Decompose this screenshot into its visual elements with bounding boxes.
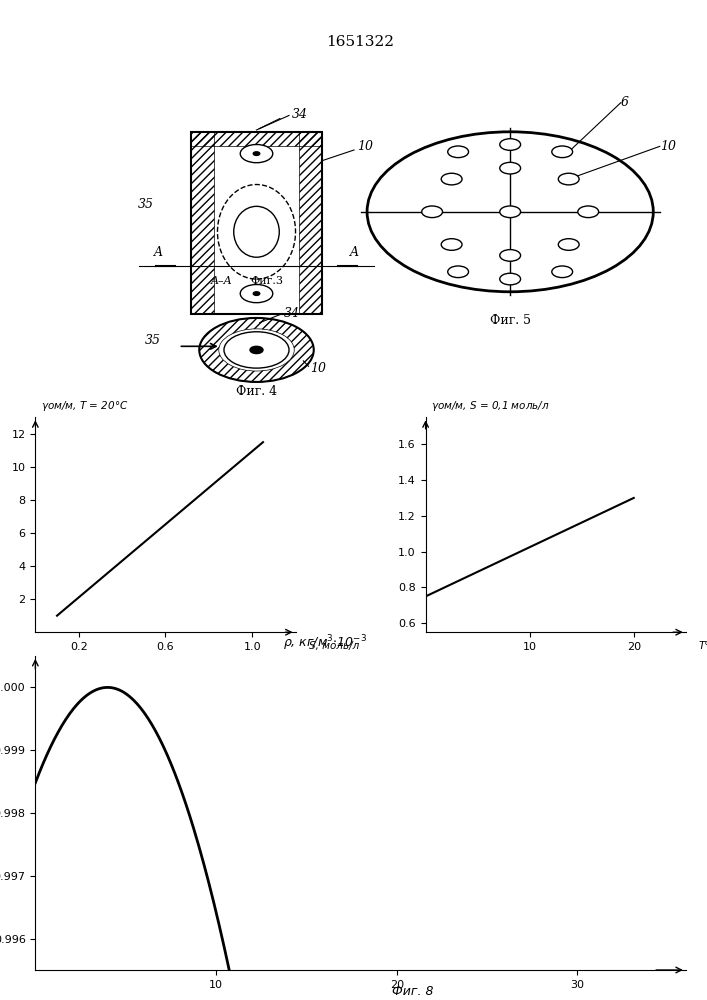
Circle shape: [240, 145, 273, 163]
Bar: [192, 132, 322, 146]
Circle shape: [421, 206, 443, 218]
Text: 34: 34: [284, 307, 300, 320]
Circle shape: [551, 146, 573, 158]
Text: A: A: [154, 246, 163, 259]
Text: Фиг. 8: Фиг. 8: [392, 985, 433, 998]
Text: 34: 34: [292, 108, 308, 121]
Text: Фиг.3: Фиг.3: [250, 276, 283, 286]
Circle shape: [500, 162, 520, 174]
Circle shape: [224, 332, 289, 368]
Circle shape: [500, 250, 520, 261]
Text: 1651322: 1651322: [327, 35, 395, 49]
Text: S, моль/л: S, моль/л: [308, 641, 358, 651]
Circle shape: [500, 273, 520, 285]
Text: 35: 35: [144, 334, 160, 347]
Text: Фиг. 7: Фиг. 7: [535, 669, 576, 682]
Circle shape: [253, 152, 259, 155]
Text: 10: 10: [310, 362, 326, 375]
Circle shape: [441, 239, 462, 250]
Text: A–A: A–A: [211, 276, 233, 286]
Text: T°C: T°C: [699, 641, 707, 651]
Circle shape: [240, 285, 273, 303]
Text: A: A: [349, 246, 358, 259]
Circle shape: [500, 206, 520, 218]
Circle shape: [253, 292, 259, 295]
Text: 10: 10: [660, 140, 676, 153]
Text: 35: 35: [138, 198, 154, 211]
Circle shape: [448, 146, 469, 158]
Text: $\rho$, кг/м$^3$$\cdot$10$^{-3}$: $\rho$, кг/м$^3$$\cdot$10$^{-3}$: [283, 633, 366, 653]
Text: Фиг. 6: Фиг. 6: [145, 669, 186, 682]
Circle shape: [559, 239, 579, 250]
Text: Фиг. 4: Фиг. 4: [236, 385, 277, 398]
Text: $\gamma$ом/м, T = 20°C: $\gamma$ом/м, T = 20°C: [40, 399, 128, 413]
Circle shape: [448, 266, 469, 278]
Text: Фиг. 5: Фиг. 5: [490, 314, 531, 327]
Circle shape: [500, 139, 520, 150]
Circle shape: [559, 173, 579, 185]
Circle shape: [199, 318, 314, 382]
Bar: [192, 132, 214, 314]
Circle shape: [441, 173, 462, 185]
Circle shape: [367, 132, 653, 292]
Text: 6: 6: [621, 96, 629, 109]
Bar: [192, 132, 322, 314]
Text: $\gamma$ом/м, S = 0,1 моль/л: $\gamma$ом/м, S = 0,1 моль/л: [431, 399, 549, 413]
Circle shape: [578, 206, 599, 218]
Text: 10: 10: [357, 140, 373, 153]
Bar: [299, 132, 322, 314]
Circle shape: [551, 266, 573, 278]
Circle shape: [250, 346, 263, 354]
